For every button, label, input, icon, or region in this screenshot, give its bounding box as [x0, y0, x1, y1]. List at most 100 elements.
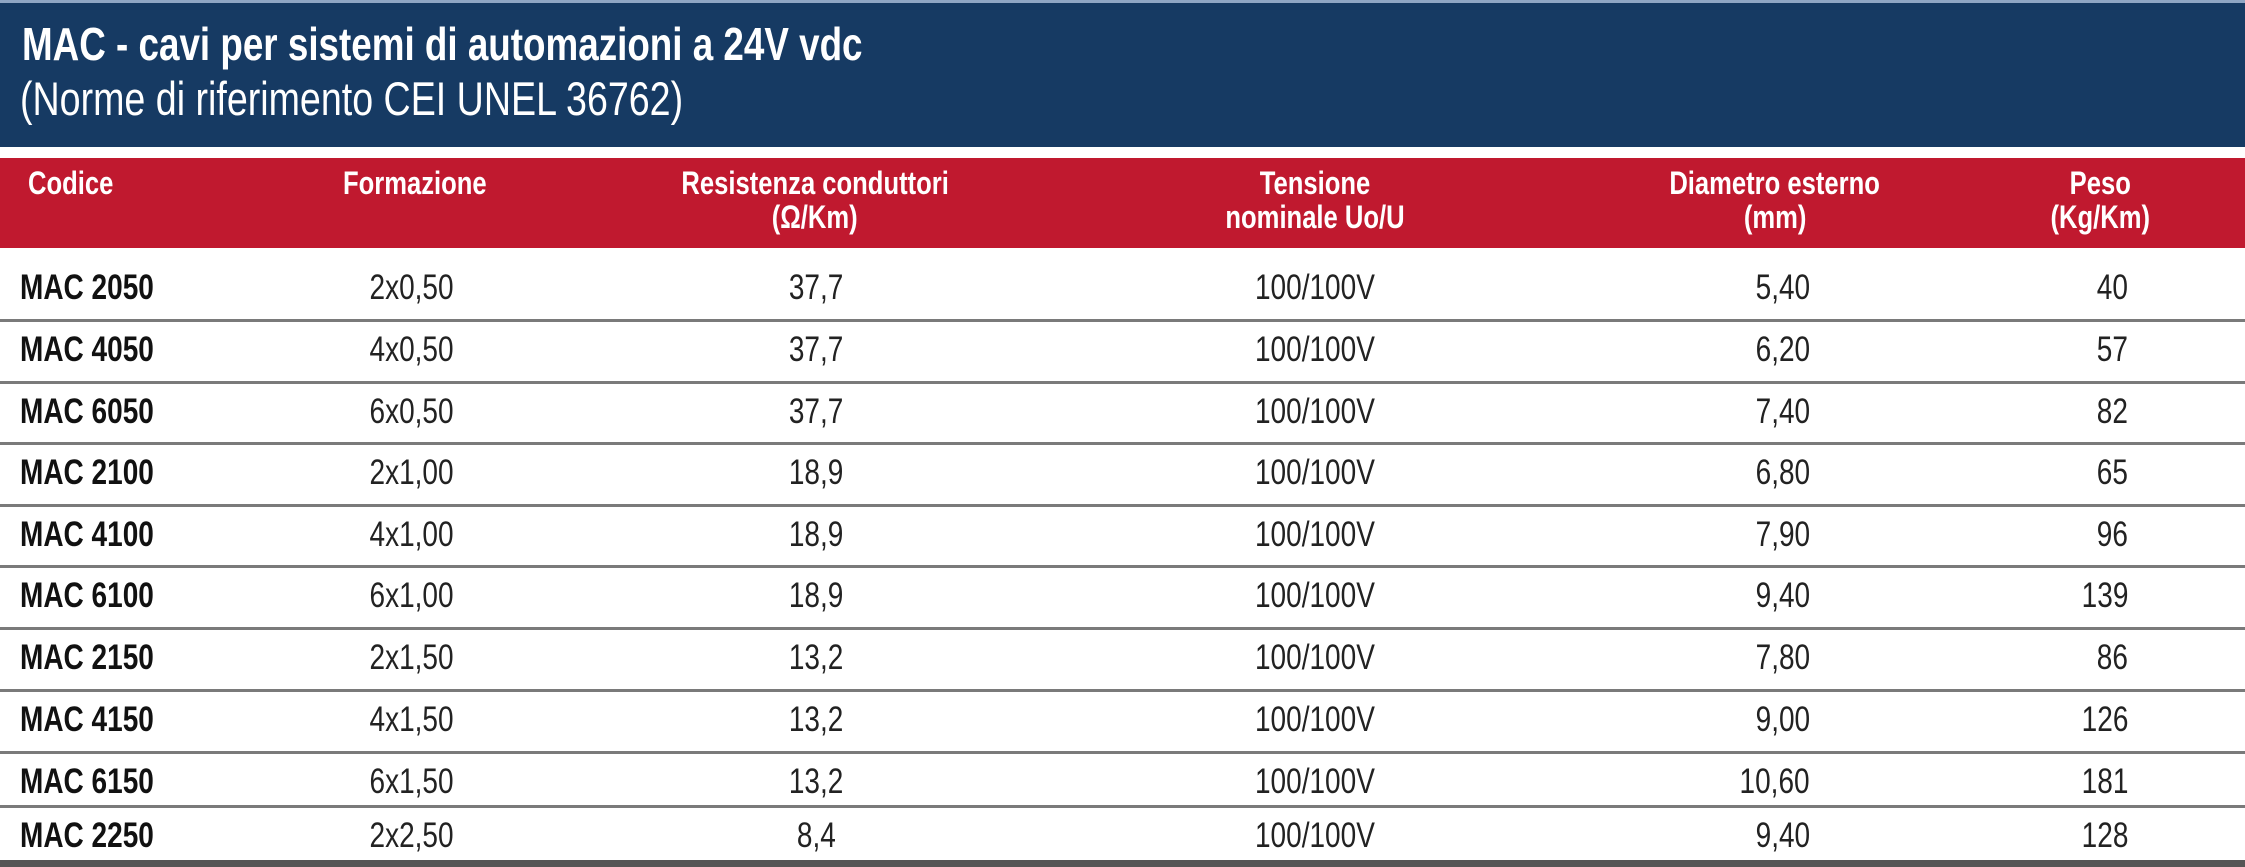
table-cell: 100/100V	[1165, 268, 1465, 308]
cell-peso: 57	[2096, 330, 2128, 369]
cell-diametro: 7,40	[1755, 392, 1811, 431]
column-header-line1: Tensione	[1259, 165, 1371, 201]
table-cell: 6x1,00	[262, 576, 562, 616]
cell-peso: 181	[2081, 762, 2128, 801]
table-cell: 40	[1828, 268, 2128, 308]
table-row: MAC 4050 4x0,50 37,7 100/100V 6,20 57	[0, 322, 2245, 384]
column-header-resistenza: Resistenza conduttori (Ω/Km)	[580, 166, 1050, 234]
cell-resistenza: 37,7	[788, 392, 844, 431]
title-bar: MAC - cavi per sistemi di automazioni a …	[0, 0, 2245, 147]
cell-resistenza: 18,9	[788, 453, 844, 492]
cell-formazione: 4x1,50	[369, 700, 455, 739]
cell-peso: 126	[2081, 700, 2128, 739]
cell-resistenza: 13,2	[788, 700, 844, 739]
table-cell: 100/100V	[1165, 638, 1465, 678]
table-cell: MAC 4050	[20, 330, 187, 370]
cell-tensione: 100/100V	[1255, 816, 1375, 855]
table-cell: 65	[1828, 453, 2128, 493]
cell-tensione: 100/100V	[1255, 576, 1375, 615]
table-cell: 96	[1828, 515, 2128, 555]
cell-formazione: 4x1,00	[369, 515, 455, 554]
cell-resistenza: 18,9	[788, 515, 844, 554]
table-cell: 100/100V	[1165, 453, 1465, 493]
table-cell: 100/100V	[1165, 330, 1465, 370]
table-cell: 6x1,50	[262, 762, 562, 802]
table-row: MAC 4150 4x1,50 13,2 100/100V 9,00 126	[0, 692, 2245, 754]
table-cell: 82	[1828, 392, 2128, 432]
table-cell: 86	[1828, 638, 2128, 678]
table-header: Codice Formazione Resistenza conduttori (Ω/…	[0, 158, 2245, 248]
table-cell: 7,40	[1510, 392, 1811, 432]
cell-tensione: 100/100V	[1255, 515, 1375, 554]
cell-diametro: 5,40	[1755, 268, 1811, 307]
cell-tensione: 100/100V	[1255, 392, 1375, 431]
column-header-line1: Codice	[28, 165, 114, 201]
cell-peso: 40	[2096, 268, 2128, 307]
cell-codice: MAC 6150	[20, 762, 154, 801]
cell-formazione: 4x0,50	[369, 330, 455, 369]
cell-peso: 139	[2081, 576, 2128, 615]
table-cell: 100/100V	[1165, 762, 1465, 802]
cell-tensione: 100/100V	[1255, 453, 1375, 492]
table-cell: MAC 6050	[20, 392, 187, 432]
cell-formazione: 2x2,50	[369, 816, 455, 855]
table-row: MAC 2100 2x1,00 18,9 100/100V 6,80 65	[0, 445, 2245, 507]
cell-peso: 65	[2096, 453, 2128, 492]
table-cell: 57	[1828, 330, 2128, 370]
column-header-line1: Formazione	[343, 165, 487, 201]
column-header-line2: nominale Uo/U	[1225, 199, 1405, 235]
table-cell: 100/100V	[1165, 515, 1465, 555]
table-cell: 37,7	[666, 392, 966, 432]
table-cell: 37,7	[666, 330, 966, 370]
table-cell: MAC 2100	[20, 453, 187, 493]
table-cell: MAC 6150	[20, 762, 187, 802]
cell-formazione: 2x1,50	[369, 638, 455, 677]
table-cell: MAC 2150	[20, 638, 187, 678]
table-cell: 13,2	[666, 700, 966, 740]
cell-peso: 82	[2096, 392, 2128, 431]
table-cell: 2x0,50	[262, 268, 562, 308]
table-row: MAC 4100 4x1,00 18,9 100/100V 7,90 96	[0, 507, 2245, 568]
table-cell: MAC 6100	[20, 576, 187, 616]
page-subtitle: (Norme di riferimento CEI UNEL 36762)	[20, 72, 684, 125]
table-cell: 6,20	[1510, 330, 1811, 370]
page-title: MAC - cavi per sistemi di automazioni a …	[22, 18, 863, 70]
cell-codice: MAC 6100	[20, 576, 154, 615]
cell-resistenza: 8,4	[796, 816, 836, 855]
table-cell: 9,40	[1510, 576, 1811, 616]
column-header-line2: (mm)	[1743, 199, 1807, 235]
table-cell: MAC 4100	[20, 515, 187, 555]
table-row: MAC 2150 2x1,50 13,2 100/100V 7,80 86	[0, 630, 2245, 692]
column-header-line2: (Kg/Km)	[2050, 199, 2150, 235]
cell-diametro: 7,80	[1755, 638, 1811, 677]
table-row: MAC 6100 6x1,00 18,9 100/100V 9,40 139	[0, 568, 2245, 630]
table-row: MAC 2250 2x2,50 8,4 100/100V 9,40 128	[0, 808, 2245, 860]
table-cell: 7,80	[1510, 638, 1811, 678]
table-cell: 7,90	[1510, 515, 1811, 555]
table-cell: 4x1,50	[262, 700, 562, 740]
column-header-line2: (Ω/Km)	[772, 199, 858, 235]
table-cell: 13,2	[666, 762, 966, 802]
cell-codice: MAC 2150	[20, 638, 154, 677]
table-cell: 100/100V	[1165, 816, 1465, 856]
cell-tensione: 100/100V	[1255, 762, 1375, 801]
cell-diametro: 6,80	[1755, 453, 1811, 492]
table-cell: 4x0,50	[262, 330, 562, 370]
cell-resistenza: 18,9	[788, 576, 844, 615]
table-cell: 126	[1828, 700, 2128, 740]
cell-codice: MAC 2100	[20, 453, 154, 492]
cell-diametro: 9,40	[1755, 576, 1811, 615]
cell-formazione: 6x1,00	[369, 576, 455, 615]
table-cell: 6x0,50	[262, 392, 562, 432]
table-cell: 10,60	[1510, 762, 1810, 802]
table-cell: 9,40	[1510, 816, 1811, 856]
table-cell: 37,7	[666, 268, 966, 308]
cell-diametro: 10,60	[1739, 762, 1810, 801]
cell-resistenza: 37,7	[788, 268, 844, 307]
table-cell: 5,40	[1510, 268, 1811, 308]
bottom-divider	[0, 860, 2245, 867]
table-cell: 13,2	[666, 638, 966, 678]
cell-codice: MAC 4050	[20, 330, 154, 369]
cell-tensione: 100/100V	[1255, 700, 1375, 739]
table-cell: 128	[1828, 816, 2128, 856]
